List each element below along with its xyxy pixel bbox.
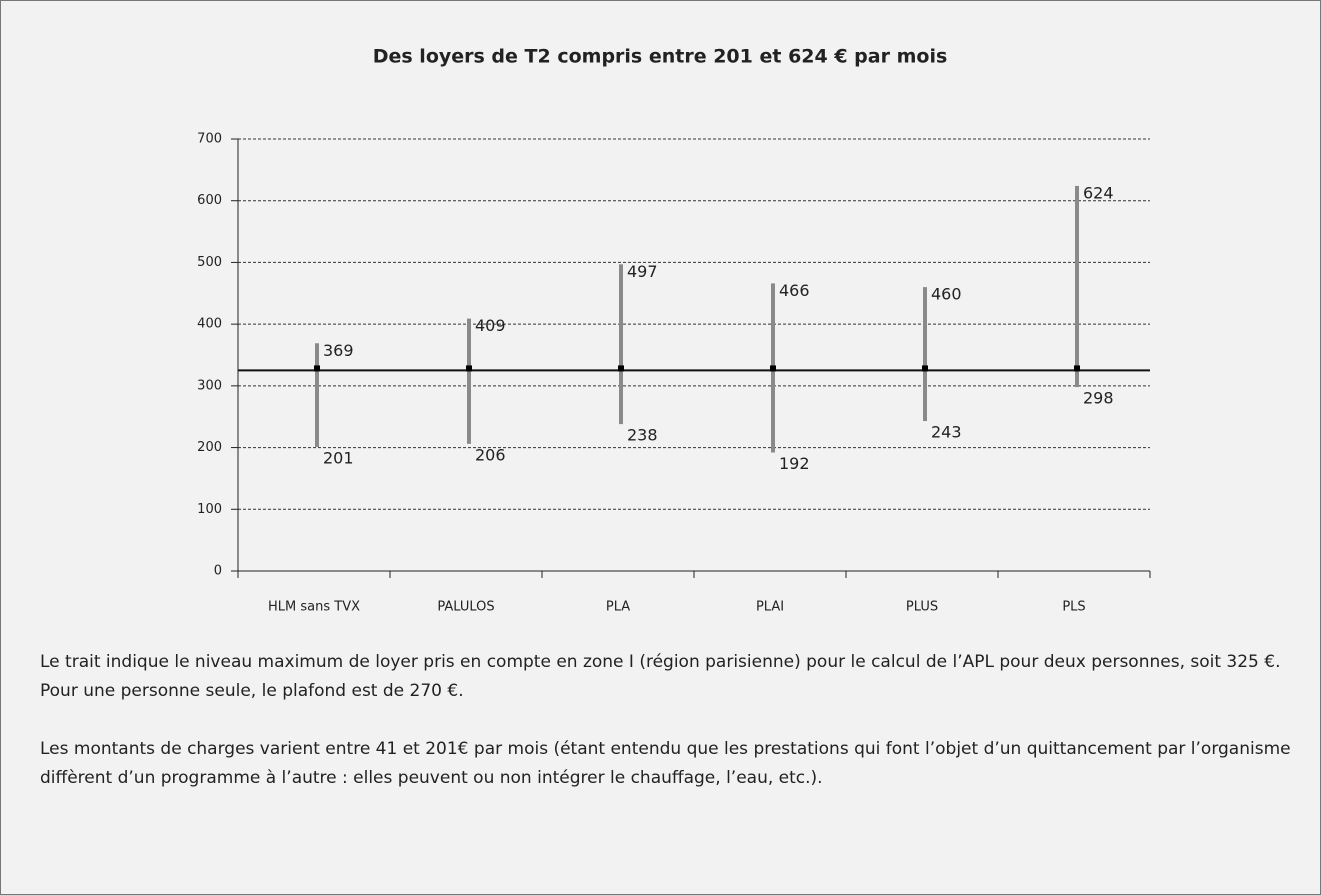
- y-tick-label: 400: [197, 317, 222, 332]
- chart: Des loyers de T2 compris entre 201 et 62…: [197, 46, 1151, 615]
- y-tick-label: 0: [214, 564, 222, 579]
- data-label: 201: [323, 448, 354, 467]
- data-label: 466: [779, 281, 810, 300]
- note: Le trait indique le niveau maximum de lo…: [40, 652, 1281, 672]
- x-tick-label: PALULOS: [437, 600, 494, 615]
- data-label: 460: [931, 285, 962, 304]
- y-tick-label: 500: [197, 255, 222, 270]
- range-bar: [315, 343, 319, 447]
- data-label: 206: [475, 445, 506, 464]
- y-tick-label: 200: [197, 440, 222, 455]
- data-label: 369: [323, 341, 354, 360]
- reference-marker: [770, 365, 776, 372]
- range-bar: [923, 287, 927, 422]
- data-label: 624: [1083, 183, 1114, 202]
- reference-marker: [314, 365, 320, 372]
- data-label: 497: [627, 262, 658, 281]
- note: Les montants de charges varient entre 41…: [40, 739, 1291, 788]
- range-bar: [467, 318, 471, 444]
- reference-marker: [618, 365, 624, 372]
- data-label: 238: [627, 426, 658, 445]
- data-label: 192: [779, 454, 810, 473]
- y-tick-label: 300: [197, 378, 222, 393]
- y-tick-label: 100: [197, 502, 222, 517]
- x-tick-label: PLA: [606, 600, 630, 615]
- y-tick-label: 600: [197, 193, 222, 208]
- reference-marker: [466, 365, 472, 372]
- range-bar: [1075, 185, 1079, 388]
- data-label: 298: [1083, 389, 1114, 408]
- y-tick-label: 700: [197, 132, 222, 147]
- note: Pour une personne seule, le plafond est …: [40, 681, 464, 701]
- x-tick-label: PLS: [1062, 600, 1085, 615]
- reference-marker: [922, 365, 928, 372]
- x-tick-label: PLAI: [756, 600, 784, 615]
- x-tick-label: PLUS: [906, 600, 938, 615]
- reference-marker: [1074, 365, 1080, 372]
- chart-title: Des loyers de T2 compris entre 201 et 62…: [373, 46, 948, 68]
- notes: Le trait indique le niveau maximum de lo…: [40, 648, 1302, 793]
- range-bar: [619, 264, 623, 425]
- data-label: 243: [931, 423, 962, 442]
- data-label: 409: [475, 316, 506, 335]
- x-tick-label: HLM sans TVX: [268, 600, 360, 615]
